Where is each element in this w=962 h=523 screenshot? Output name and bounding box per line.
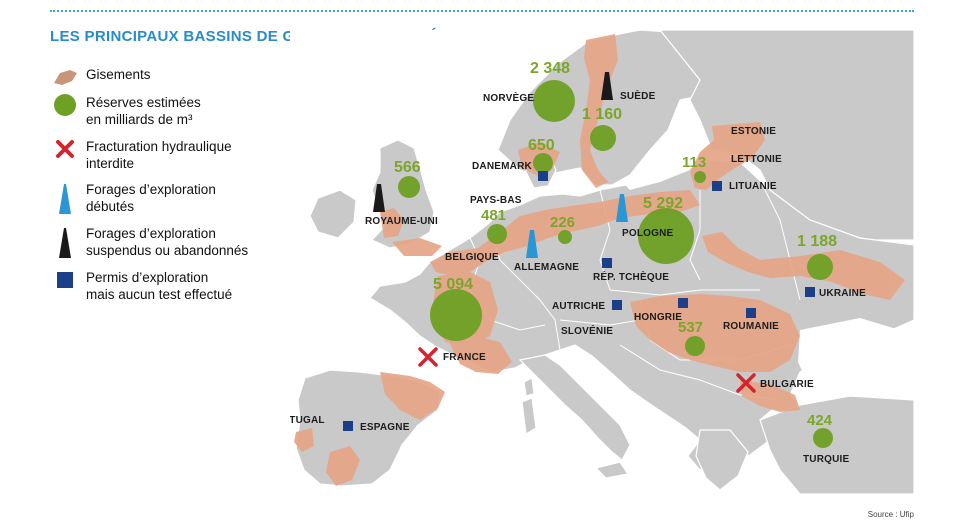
reserve-value-ukraine: 1 188 [797,233,837,250]
legend-label-suspended-line2: suspendus ou abandonnés [86,243,249,258]
country-label-norway: NORVÈGE [483,91,534,104]
legend-label-permit-line1: Permis d’exploration [86,270,209,285]
blue-square-icon [52,269,78,291]
reserve-circle-romania [685,336,705,356]
country-label-poland: POLOGNE [622,228,674,239]
country-label-romania: ROUMANIE [723,321,779,332]
reserve-circle-poland [638,208,694,264]
reserve-value-denmark: 650 [528,137,555,154]
reserve-value-poland: 5 292 [643,195,683,212]
country-label-germany: ALLEMAGNE [514,262,579,273]
banned-marker-bulgaria [736,373,756,393]
reserve-circle-norway [533,80,575,122]
drilling-started-marker-poland [616,194,628,222]
baltic-sea [620,150,690,190]
reserve-value-france: 5 094 [433,276,473,293]
permit-marker-lithuania [712,181,722,191]
reserve-value-norway: 2 348 [530,60,570,77]
legend-item-deposits: Gisements [52,66,151,88]
legend-label-banned-line1: Fracturation hydraulique [86,139,232,154]
banned-markers [418,347,756,393]
legend-item-drilling-started: Forages d’exploration débutés [52,181,216,215]
reserve-circle-icon [52,94,78,116]
reserve-circle-turkey [813,428,833,448]
reserve-circle-germany [558,230,572,244]
legend-item-banned: Fracturation hydraulique interdite [52,138,232,172]
country-label-bulgaria: BULGARIE [760,379,814,390]
country-label-uk: ROYAUME-UNI [365,216,438,227]
legend-label-started-line1: Forages d’exploration [86,182,216,197]
reserve-circles [398,80,833,448]
reserve-circle-france [430,289,482,341]
country-label-latvia: LETTONIE [731,154,782,165]
reserve-circle-uk [398,176,420,198]
country-label-france: FRANCE [443,352,486,363]
top-dotted-rule [50,10,914,12]
drilling-started-marker-germany [526,230,538,258]
country-label-czech: RÉP. TCHÈQUE [593,270,669,283]
source-note: Source : Ufip [867,510,914,519]
reserve-circle-lithuania [694,171,706,183]
country-label-turkey: TURQUIE [803,454,850,465]
banned-marker-france [418,347,438,367]
legend-label-reserves-line1: Réserves estimées [86,95,201,110]
country-label-netherlands: PAYS-BAS [470,195,522,206]
reserve-value-lithuania: 113 [682,154,706,171]
reserve-circle-ukraine [807,254,833,280]
red-cross-icon [52,138,78,160]
reserve-value-sweden: 1 160 [582,106,622,123]
legend-label-permit-line2: mais aucun test effectué [86,287,233,302]
drilling-suspended-markers [373,72,613,212]
legend-label-started-line2: débutés [86,199,135,214]
country-label-portugal: PORTUGAL [267,415,325,426]
country-label-lithuania: LITUANIE [729,181,777,192]
permit-marker-denmark [538,171,548,181]
country-label-hungary: HONGRIE [634,312,682,323]
reserve-circle-netherlands [487,224,507,244]
legend-label-banned-line2: interdite [86,156,135,171]
legend-label-deposits: Gisements [86,67,151,82]
permit-marker-spain [343,421,353,431]
permit-marker-hungary [678,298,688,308]
permit-markers [343,171,815,431]
drilling-suspended-marker-uk [373,184,385,212]
permit-marker-ukraine [805,287,815,297]
country-label-spain: ESPAGNE [360,422,410,433]
legend-item-drilling-suspended: Forages d’exploration suspendus ou aband… [52,225,248,259]
reserve-values: 2 348 1 160 650 566 113 481 226 5 292 1 … [394,60,837,429]
country-label-sweden: SUÈDE [620,89,656,102]
reserve-value-romania: 537 [678,319,703,336]
country-label-belgium: BELGIQUE [445,252,499,263]
country-label-ukraine: UKRAINE [819,288,866,299]
reserve-circle-sweden [590,125,616,151]
permit-marker-romania [746,308,756,318]
drilling-started-markers [526,194,628,258]
legend-item-reserves: Réserves estimées en milliards de m³ [52,94,201,128]
country-labels: NORVÈGE SUÈDE ESTONIE LETTONIE LITUANIE … [267,89,866,465]
country-label-estonia: ESTONIE [731,126,776,137]
deposit-swatch-icon [52,66,78,88]
permit-marker-czech [602,258,612,268]
country-label-slovenia: SLOVÉNIE [561,324,613,337]
reserve-value-germany: 226 [550,214,575,231]
drilling-suspended-marker-sweden [601,72,613,100]
legend-label-reserves-line2: en milliards de m³ [86,112,193,127]
legend-item-permit: Permis d’exploration mais aucun test eff… [52,269,232,303]
black-sea [798,318,908,392]
permit-marker-austria [612,300,622,310]
reserve-value-netherlands: 481 [481,207,506,224]
black-drill-icon [52,225,78,259]
reserve-circle-denmark [533,153,553,173]
blue-drill-icon [52,181,78,215]
country-label-denmark: DANEMARK [472,161,533,172]
country-label-austria: AUTRICHE [552,301,605,312]
reserve-value-turkey: 424 [807,412,833,429]
legend-label-suspended-line1: Forages d’exploration [86,226,216,241]
reserve-value-uk: 566 [394,159,421,176]
